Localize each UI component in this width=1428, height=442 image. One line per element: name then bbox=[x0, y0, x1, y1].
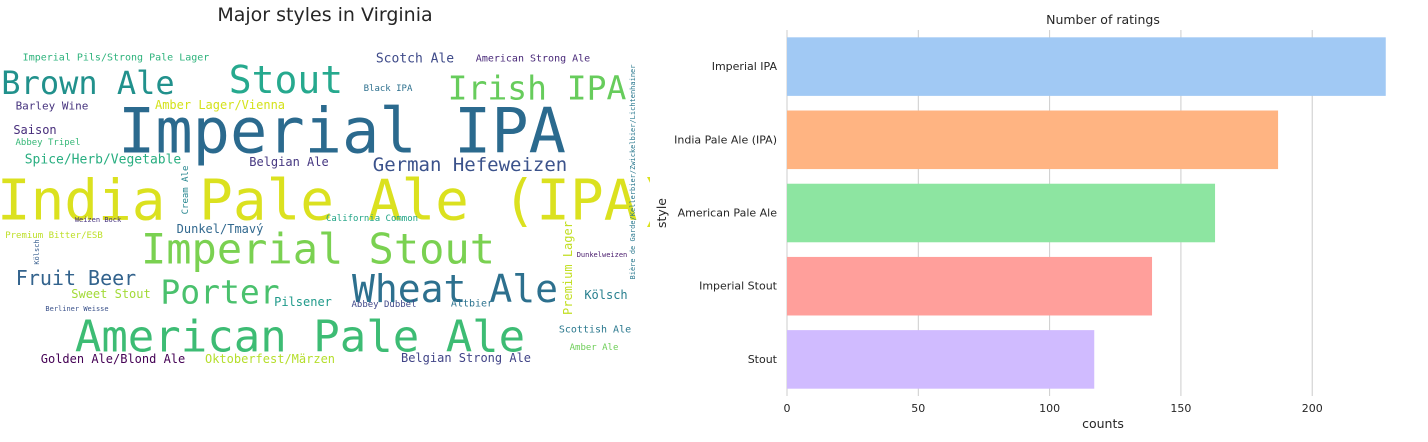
wordcloud-word: Sweet Stout bbox=[71, 287, 150, 301]
x-axis-label: counts bbox=[1082, 416, 1124, 431]
x-tick-label: 100 bbox=[1039, 402, 1060, 415]
wordcloud-word: Bière de Garde/Kellerbier/Zwickelbier/Li… bbox=[629, 65, 637, 280]
x-tick-label: 200 bbox=[1302, 402, 1323, 415]
wordcloud-word: Brown Ale bbox=[1, 64, 174, 102]
wordcloud-word: Oktoberfest/Märzen bbox=[205, 352, 335, 366]
wordcloud-word: Premium Lager bbox=[561, 221, 575, 315]
wordcloud-word: Belgian Ale bbox=[249, 155, 328, 169]
wordcloud-panel: Imperial IPA India Pale Ale (IPA) Imperial… bbox=[0, 0, 650, 438]
wordcloud-word: Irish IPA bbox=[448, 69, 627, 108]
bar-chart: 0 50 100 150 200 Imperial IPA India Pale Ale (… bbox=[654, 12, 1386, 431]
wordcloud-word: American Strong Ale bbox=[476, 54, 590, 65]
wordcloud-word: Scotch Ale bbox=[376, 52, 454, 67]
wordcloud-word: Fruit Beer bbox=[16, 266, 136, 290]
y-tick-label: Imperial Stout bbox=[699, 280, 778, 293]
y-tick-label: Imperial IPA bbox=[712, 60, 778, 73]
wordcloud-word: Scottish Ale bbox=[559, 325, 631, 336]
wordcloud-word: Wheat Ale bbox=[352, 267, 558, 311]
wordcloud-word: Imperial Stout bbox=[141, 225, 495, 274]
wordcloud-word: Spice/Herb/Vegetable bbox=[25, 153, 182, 168]
wordcloud-word: Imperial Pils/Strong Pale Lager bbox=[23, 53, 210, 64]
y-tick-label: American Pale Ale bbox=[678, 207, 778, 220]
wordcloud-word: Amber Lager/Vienna bbox=[155, 98, 285, 112]
bar bbox=[787, 183, 1216, 243]
wordcloud-word: Belgian Strong Ale bbox=[401, 351, 531, 365]
wordcloud-word: Dunkel/Tmavý bbox=[177, 222, 264, 236]
x-tick-label: 50 bbox=[911, 402, 925, 415]
label-layer: 0 50 100 150 200 Imperial IPA India Pale Ale (… bbox=[674, 60, 1323, 415]
wordcloud-word: India Pale Ale (IPA) bbox=[0, 169, 650, 234]
bar bbox=[787, 256, 1153, 316]
x-tick-label: 0 bbox=[784, 402, 791, 415]
y-axis-label: style bbox=[654, 198, 669, 228]
wordcloud-word: Cream Ale bbox=[181, 166, 191, 215]
wordcloud-word: Dunkelweizen bbox=[577, 251, 628, 259]
wordcloud-word: Kölsch bbox=[33, 239, 41, 264]
wordcloud-word: Barley Wine bbox=[16, 100, 89, 113]
wordcloud-word: Porter bbox=[160, 273, 279, 312]
wordcloud-word: German Hefeweizen bbox=[373, 154, 567, 176]
wordcloud-word: Saison bbox=[13, 123, 56, 137]
wordcloud-word: California Common bbox=[326, 214, 418, 224]
wordcloud-title: Major styles in Virginia bbox=[217, 4, 433, 26]
wordcloud-word: Altbier bbox=[451, 299, 493, 310]
x-tick-label: 150 bbox=[1170, 402, 1191, 415]
wordcloud-word: Pilsener bbox=[274, 295, 332, 309]
bar bbox=[787, 330, 1095, 389]
wordcloud-word: American Pale Ale bbox=[75, 312, 525, 363]
chart-title: Number of ratings bbox=[1046, 12, 1160, 27]
bar-chart-panel: 0 50 100 150 200 Imperial IPA India Pale Ale (… bbox=[650, 0, 1428, 438]
wordcloud-word: Stout bbox=[229, 58, 343, 102]
wordcloud-word: Black IPA bbox=[364, 84, 413, 94]
bar bbox=[787, 110, 1279, 170]
wordcloud-word: Golden Ale/Blond Ale bbox=[41, 352, 186, 366]
bar bbox=[787, 37, 1386, 96]
wordcloud-word: Berliner Weisse bbox=[45, 305, 108, 313]
y-tick-label: India Pale Ale (IPA) bbox=[674, 133, 777, 146]
wordcloud-word: Abbey Dubbel bbox=[351, 300, 416, 310]
wordcloud-word: Weizen Bock bbox=[75, 216, 122, 224]
wordcloud-word: Amber Ale bbox=[570, 343, 619, 353]
y-tick-label: Stout bbox=[748, 353, 778, 366]
bar-layer bbox=[787, 37, 1386, 389]
wordcloud-word: Imperial IPA bbox=[118, 95, 566, 168]
wordcloud-word: Premium Bitter/ESB bbox=[5, 231, 103, 241]
wordcloud-word: Kölsch bbox=[584, 288, 627, 302]
wordcloud-word: Abbey Tripel bbox=[15, 138, 80, 148]
